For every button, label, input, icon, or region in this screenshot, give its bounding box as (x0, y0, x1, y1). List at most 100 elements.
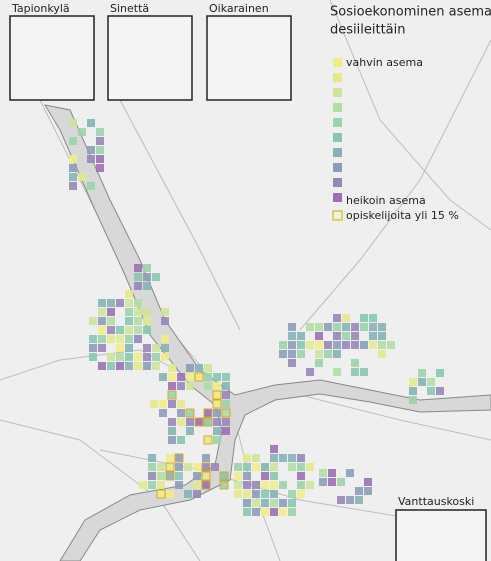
grid-cell (288, 359, 296, 367)
grid-cell (116, 362, 124, 370)
grid-cell (252, 481, 260, 489)
grid-cell (324, 341, 332, 349)
grid-cell (234, 481, 242, 489)
grid-cell (168, 373, 176, 381)
grid-cell (161, 335, 169, 343)
grid-cell (270, 472, 278, 480)
grid-cell (378, 323, 386, 331)
grid-cell (69, 119, 77, 127)
grid-cell (177, 418, 185, 426)
grid-cell (342, 341, 350, 349)
grid-cell (243, 508, 251, 516)
grid-cell (270, 454, 278, 462)
grid-cell (436, 369, 444, 377)
grid-cell (125, 308, 133, 316)
grid-cell (355, 496, 363, 504)
grid-cell (342, 314, 350, 322)
grid-cell (279, 341, 287, 349)
grid-cell (369, 323, 377, 331)
grid-cell (243, 481, 251, 489)
grid-cell (213, 382, 221, 390)
grid-cell (222, 418, 230, 426)
grid-cell (174, 453, 184, 463)
grid-cell (87, 119, 95, 127)
grid-cell (69, 164, 77, 172)
grid-cell (355, 487, 363, 495)
grid-cell (270, 499, 278, 507)
grid-cell (297, 350, 305, 358)
inset-frames (9, 15, 487, 561)
grid-cell (252, 454, 260, 462)
grid-cell (288, 499, 296, 507)
grid-cell (89, 344, 97, 352)
grid-cell (98, 317, 106, 325)
grid-cell (167, 390, 177, 400)
grid-cell (89, 317, 97, 325)
grid-cell (69, 137, 77, 145)
legend-swatch (333, 118, 342, 127)
grid-cell (150, 400, 158, 408)
grid-cell (107, 308, 115, 316)
grid-cell (156, 489, 166, 499)
legend-title: Sosioekonominen asema (330, 5, 491, 20)
grid-cell (186, 373, 194, 381)
legend-swatch (333, 133, 342, 142)
grid-cell (288, 463, 296, 471)
grid-cell (270, 490, 278, 498)
grid-cell (107, 335, 115, 343)
grid-cell (201, 480, 211, 490)
grid-cell (143, 317, 151, 325)
grid-cell (351, 332, 359, 340)
grid-cell (143, 264, 151, 272)
grid-cell (297, 341, 305, 349)
grid-cell (297, 472, 305, 480)
grid-cell (161, 317, 169, 325)
grid-cell (222, 382, 230, 390)
grid-cell (186, 382, 194, 390)
grid-cell (143, 353, 151, 361)
grid-cell (261, 472, 269, 480)
grid-cell (203, 417, 213, 427)
grid-cell (148, 481, 156, 489)
grid-cell (222, 400, 230, 408)
grid-cell (175, 481, 183, 489)
grid-cell (96, 146, 104, 154)
grid-cell (134, 317, 142, 325)
grid-cell (369, 314, 377, 322)
legend-swatch (333, 163, 342, 172)
grid-cell (186, 427, 194, 435)
grid-cell (427, 387, 435, 395)
grid-cell (152, 273, 160, 281)
grid-cell (175, 463, 183, 471)
grid-cell (378, 332, 386, 340)
grid-cell (342, 332, 350, 340)
grid-cell (116, 299, 124, 307)
grid-cell (157, 472, 165, 480)
inset-label: Sinettä (110, 2, 149, 15)
grid-cell (234, 472, 242, 480)
grid-cell (152, 353, 160, 361)
grid-cell (134, 362, 142, 370)
grid-cell (288, 341, 296, 349)
grid-cell (177, 436, 185, 444)
grid-cell (418, 378, 426, 386)
grid-cell (175, 472, 183, 480)
grid-cell (143, 273, 151, 281)
grid-cell (306, 368, 314, 376)
grid-cell (315, 323, 323, 331)
grid-cell (211, 463, 219, 471)
grid-cell (157, 481, 165, 489)
grid-cell (306, 481, 314, 489)
grid-cell (168, 418, 176, 426)
grid-cell (98, 335, 106, 343)
grid-cell (234, 490, 242, 498)
grid-cell (184, 490, 192, 498)
grid-cell (161, 353, 169, 361)
grid-cell (333, 332, 341, 340)
grid-cell (261, 499, 269, 507)
grid-cell (125, 344, 133, 352)
grid-cell (212, 399, 222, 409)
grid-cell (306, 341, 314, 349)
grid-cell (297, 463, 305, 471)
